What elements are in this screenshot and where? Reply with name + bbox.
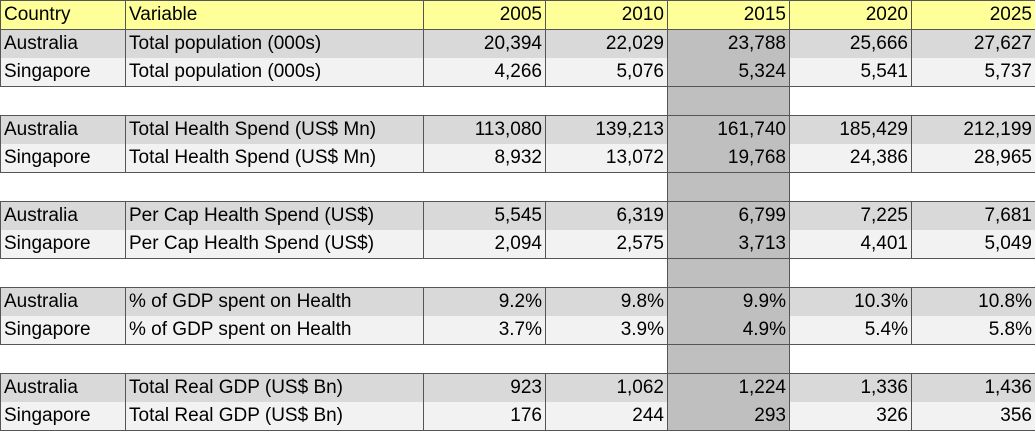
value-cell: 6,319 — [545, 201, 668, 230]
variable-cell: % of GDP spent on Health — [125, 316, 424, 345]
value-cell: 7,225 — [789, 201, 912, 230]
value-cell: 356 — [911, 402, 1035, 431]
value-cell: 22,029 — [545, 29, 668, 58]
country-cell: Australia — [0, 373, 126, 402]
value-cell: 19,768 — [667, 144, 790, 173]
variable-cell: Per Cap Health Spend (US$) — [125, 230, 424, 259]
country-cell: Singapore — [0, 402, 126, 431]
value-cell: 244 — [545, 402, 668, 431]
value-cell: 23,788 — [667, 29, 790, 58]
spacer-row — [0, 86, 1035, 116]
header-year-2020: 2020 — [789, 0, 912, 30]
value-cell: 1,224 — [667, 373, 790, 402]
value-cell: 3,713 — [667, 230, 790, 259]
value-cell: 113,080 — [423, 115, 546, 144]
value-cell: 9.9% — [667, 287, 790, 316]
value-cell: 176 — [423, 402, 546, 431]
value-cell: 20,394 — [423, 29, 546, 58]
country-cell: Singapore — [0, 230, 126, 259]
variable-cell: Total Health Spend (US$ Mn) — [125, 115, 424, 144]
value-cell: 5,737 — [911, 58, 1035, 87]
country-cell: Singapore — [0, 144, 126, 173]
variable-cell: Per Cap Health Spend (US$) — [125, 201, 424, 230]
value-cell: 5.8% — [911, 316, 1035, 345]
value-cell: 1,336 — [789, 373, 912, 402]
value-cell: 4,401 — [789, 230, 912, 259]
table-row: Australia Per Cap Health Spend (US$) 5,5… — [0, 201, 1035, 230]
value-cell: 185,429 — [789, 115, 912, 144]
value-cell: 5,049 — [911, 230, 1035, 259]
table-row: Singapore Per Cap Health Spend (US$) 2,0… — [0, 230, 1035, 259]
value-cell: 13,072 — [545, 144, 668, 173]
value-cell: 923 — [423, 373, 546, 402]
value-cell: 5,324 — [667, 58, 790, 87]
value-cell: 5,541 — [789, 58, 912, 87]
country-cell: Australia — [0, 201, 126, 230]
header-year-2010: 2010 — [545, 0, 668, 30]
table-row: Singapore Total Health Spend (US$ Mn) 8,… — [0, 144, 1035, 173]
value-cell: 1,062 — [545, 373, 668, 402]
value-cell: 9.2% — [423, 287, 546, 316]
table-row: Australia Total population (000s) 20,394… — [0, 29, 1035, 58]
value-cell: 7,681 — [911, 201, 1035, 230]
value-cell: 8,932 — [423, 144, 546, 173]
value-cell: 5.4% — [789, 316, 912, 345]
table-row: Singapore Total population (000s) 4,266 … — [0, 58, 1035, 87]
header-variable: Variable — [125, 0, 424, 30]
header-country: Country — [0, 0, 126, 30]
table-row: Australia % of GDP spent on Health 9.2% … — [0, 287, 1035, 316]
value-cell: 326 — [789, 402, 912, 431]
value-cell: 25,666 — [789, 29, 912, 58]
header-year-2015: 2015 — [667, 0, 790, 30]
value-cell: 5,076 — [545, 58, 668, 87]
value-cell: 4,266 — [423, 58, 546, 87]
value-cell: 10.8% — [911, 287, 1035, 316]
value-cell: 24,386 — [789, 144, 912, 173]
value-cell: 3.9% — [545, 316, 668, 345]
table-row: Australia Total Real GDP (US$ Bn) 923 1,… — [0, 373, 1035, 402]
value-cell: 139,213 — [545, 115, 668, 144]
variable-cell: Total Real GDP (US$ Bn) — [125, 373, 424, 402]
country-cell: Singapore — [0, 316, 126, 345]
country-cell: Australia — [0, 29, 126, 58]
value-cell: 10.3% — [789, 287, 912, 316]
value-cell: 28,965 — [911, 144, 1035, 173]
value-cell: 6,799 — [667, 201, 790, 230]
country-cell: Singapore — [0, 58, 126, 87]
header-row: Country Variable 2005 2010 2015 2020 202… — [0, 0, 1035, 30]
value-cell: 3.7% — [423, 316, 546, 345]
value-cell: 161,740 — [667, 115, 790, 144]
value-cell: 27,627 — [911, 29, 1035, 58]
variable-cell: Total Real GDP (US$ Bn) — [125, 402, 424, 431]
value-cell: 5,545 — [423, 201, 546, 230]
country-cell: Australia — [0, 287, 126, 316]
country-cell: Australia — [0, 115, 126, 144]
value-cell: 293 — [667, 402, 790, 431]
variable-cell: Total population (000s) — [125, 58, 424, 87]
spacer-row — [0, 258, 1035, 288]
variable-cell: Total Health Spend (US$ Mn) — [125, 144, 424, 173]
variable-cell: % of GDP spent on Health — [125, 287, 424, 316]
value-cell: 4.9% — [667, 316, 790, 345]
spacer-row — [0, 344, 1035, 374]
value-cell: 2,094 — [423, 230, 546, 259]
header-year-2025: 2025 — [911, 0, 1035, 30]
variable-cell: Total population (000s) — [125, 29, 424, 58]
value-cell: 1,436 — [911, 373, 1035, 402]
table-row: Singapore % of GDP spent on Health 3.7% … — [0, 316, 1035, 345]
table-row: Singapore Total Real GDP (US$ Bn) 176 24… — [0, 402, 1035, 431]
value-cell: 9.8% — [545, 287, 668, 316]
value-cell: 2,575 — [545, 230, 668, 259]
table-row: Australia Total Health Spend (US$ Mn) 11… — [0, 115, 1035, 144]
spacer-row — [0, 172, 1035, 202]
value-cell: 212,199 — [911, 115, 1035, 144]
header-year-2005: 2005 — [423, 0, 546, 30]
